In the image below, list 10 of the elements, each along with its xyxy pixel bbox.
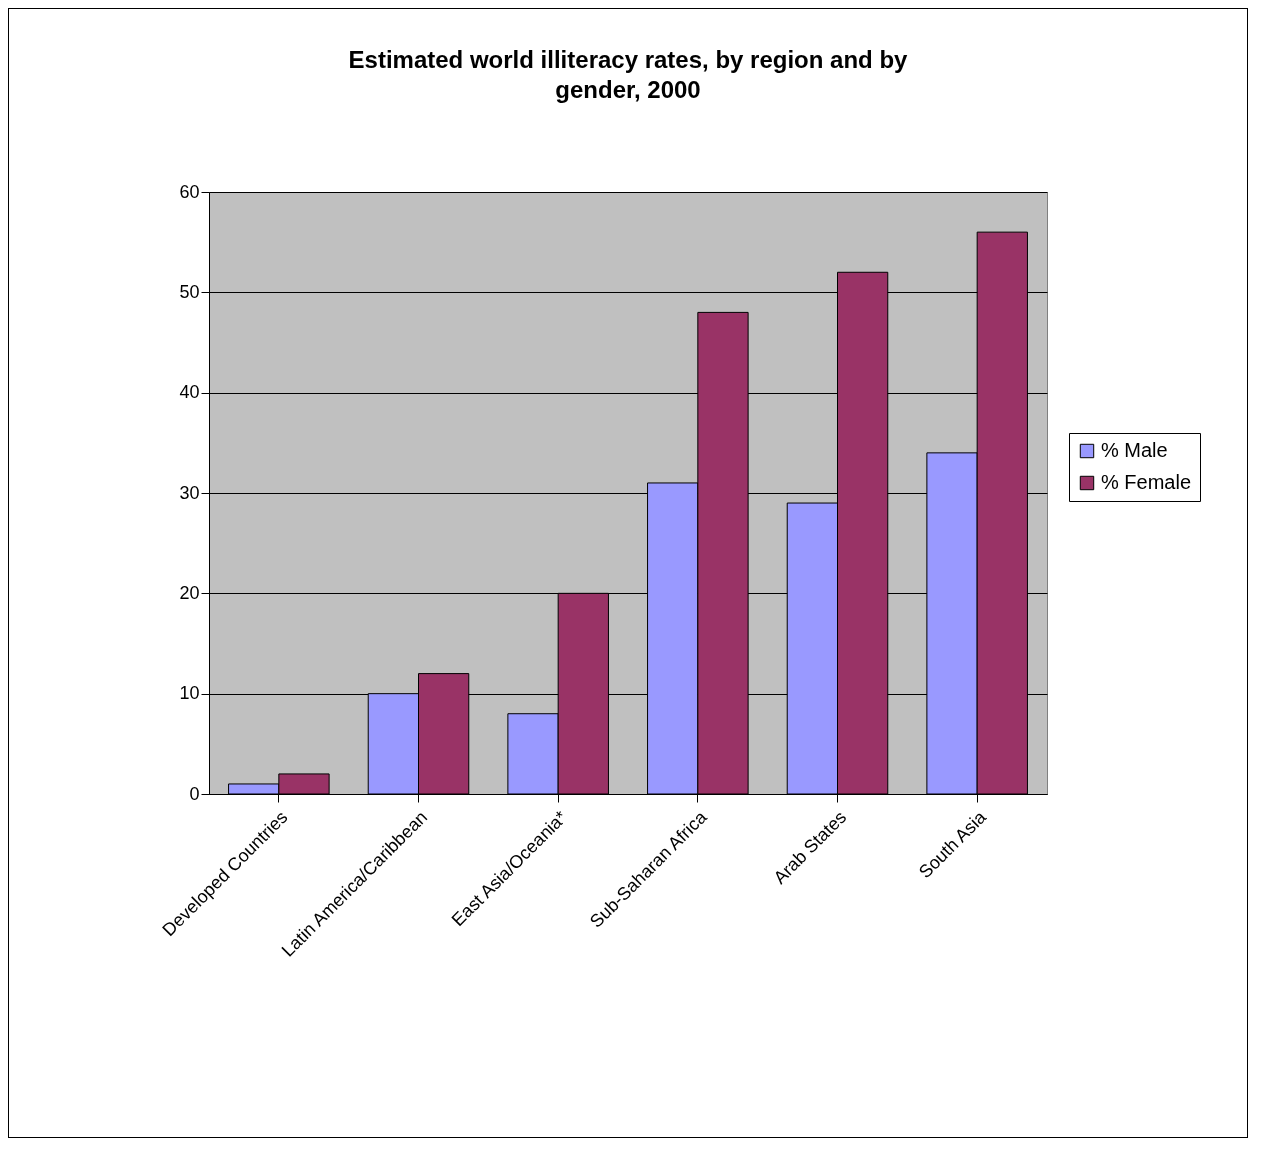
y-tick-label: 40 — [179, 382, 200, 403]
y-tick-label: 10 — [179, 683, 200, 704]
y-tick-label: 0 — [189, 783, 200, 804]
chart-title: Estimated world illiteracy rates, by region and by gender, 2000 — [348, 46, 909, 103]
y-tick-label: 50 — [179, 281, 200, 302]
legend-label: % Female — [1101, 471, 1192, 493]
y-tick-label: 30 — [179, 482, 200, 503]
y-tick-label: 20 — [179, 582, 200, 603]
y-tick-label: 60 — [179, 181, 200, 202]
legend-label: % Male — [1101, 439, 1168, 461]
